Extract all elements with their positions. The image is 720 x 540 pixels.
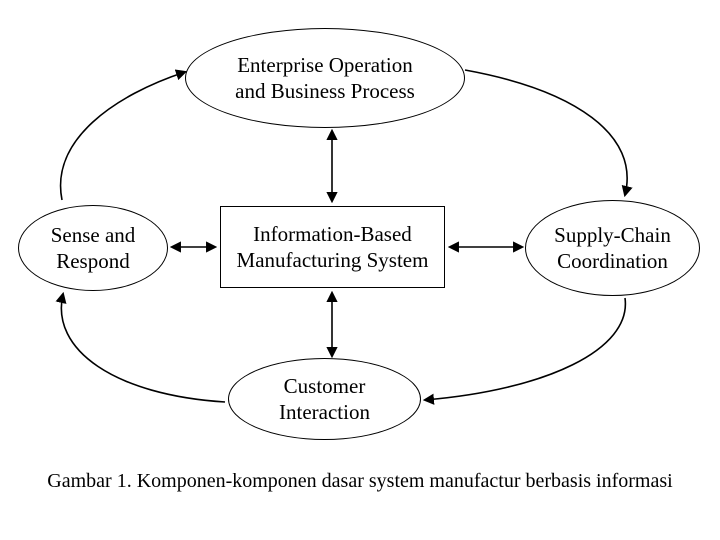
node-label: Supply-ChainCoordination	[554, 222, 671, 275]
node-label: CustomerInteraction	[279, 373, 370, 426]
curve-top-to-right	[465, 70, 627, 195]
node-customer-interaction: CustomerInteraction	[228, 358, 421, 440]
node-information-based-manufacturing: Information-BasedManufacturing System	[220, 206, 445, 288]
curve-right-to-bottom	[425, 298, 625, 400]
curve-left-to-top	[61, 72, 185, 200]
curve-bottom-to-left	[61, 294, 225, 402]
figure-caption: Gambar 1. Komponen-komponen dasar system…	[0, 470, 720, 493]
node-enterprise-operation: Enterprise Operationand Business Process	[185, 28, 465, 128]
diagram-canvas: Enterprise Operationand Business Process…	[0, 0, 720, 540]
node-sense-respond: Sense andRespond	[18, 205, 168, 291]
node-label: Sense andRespond	[51, 222, 136, 275]
node-label: Enterprise Operationand Business Process	[235, 52, 415, 105]
caption-text: Gambar 1. Komponen-komponen dasar system…	[47, 470, 672, 492]
node-label: Information-BasedManufacturing System	[237, 221, 429, 274]
node-supply-chain: Supply-ChainCoordination	[525, 200, 700, 296]
